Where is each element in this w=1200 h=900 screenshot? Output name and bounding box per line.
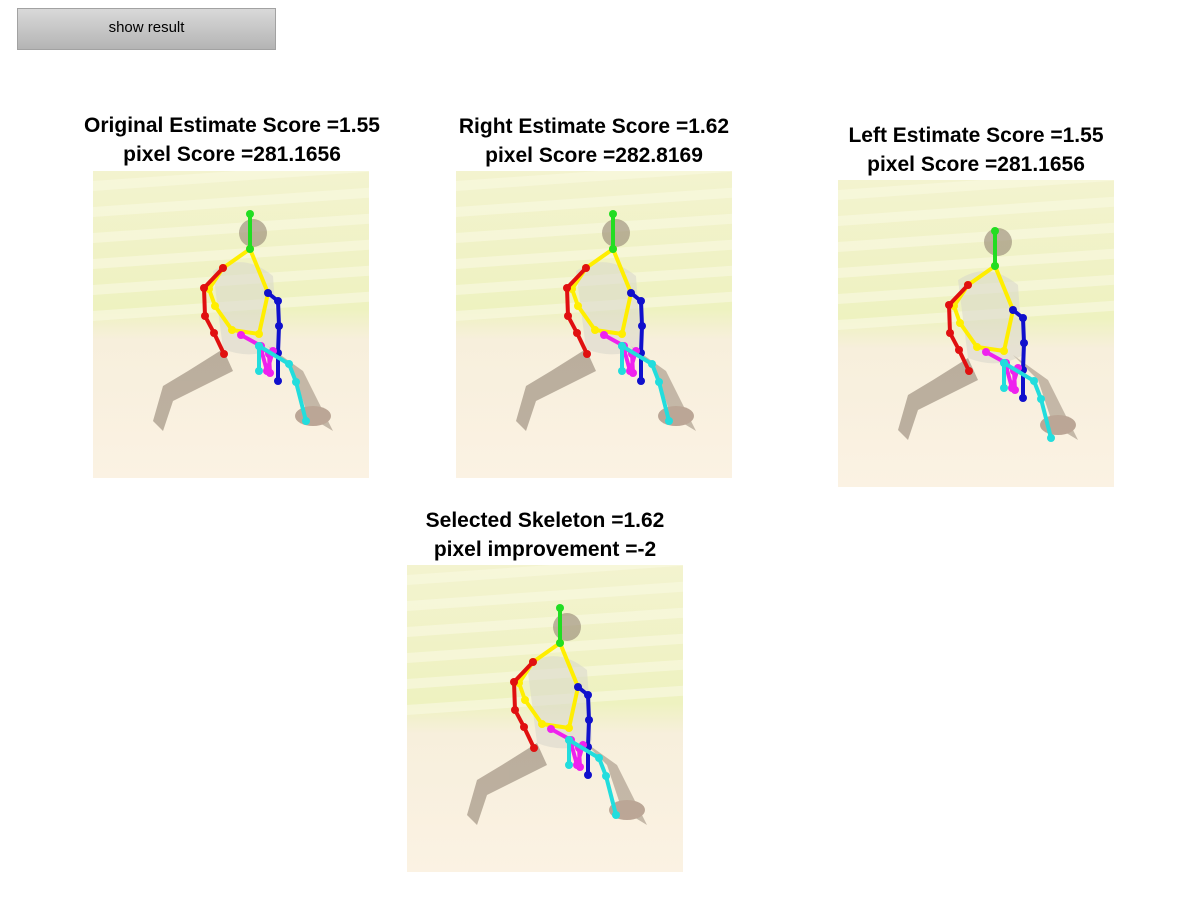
panel-title-original: Original Estimate Score =1.55 pixel Scor… [32,111,432,169]
panel-title-left-line2: pixel Score =281.1656 [867,153,1085,176]
panel-title-original-line1: Original Estimate Score =1.55 [84,114,380,137]
selected-skeleton-image [407,565,683,872]
panel-title-left: Left Estimate Score =1.55 pixel Score =2… [776,121,1176,179]
panel-title-right-line2: pixel Score =282.8169 [485,144,703,167]
original-estimate-image [93,171,369,478]
original-photo-svg [93,171,369,478]
right-estimate-image [456,171,732,478]
left-photo-svg [838,180,1114,487]
panel-title-original-line2: pixel Score =281.1656 [123,143,341,166]
panel-title-selected-line1: Selected Skeleton =1.62 [425,509,665,532]
left-estimate-image [838,180,1114,487]
selected-photo-svg [407,565,683,872]
panel-title-selected-line2: pixel improvement =-2 [433,538,657,561]
show-result-button[interactable]: show result [17,8,276,50]
panel-title-right-line1: Right Estimate Score =1.62 [458,115,730,138]
right-photo-svg [456,171,732,478]
panel-title-selected: Selected Skeleton =1.62 pixel improvemen… [345,506,745,564]
panel-title-left-line1: Left Estimate Score =1.55 [848,124,1104,147]
panel-title-right: Right Estimate Score =1.62 pixel Score =… [394,112,794,170]
